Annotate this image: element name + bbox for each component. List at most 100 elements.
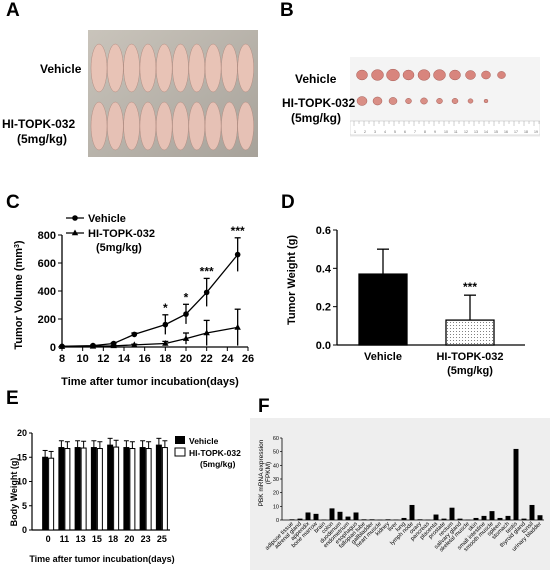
tumor-treated xyxy=(451,98,459,104)
e-y-tick-label: 15 xyxy=(17,452,27,462)
f-bar xyxy=(457,518,463,520)
tumor-photo-image: 1 2 3 4 5 6 7 8 9 10 11 12 13 14 15 16 17 18 19 xyxy=(349,57,541,137)
ruler-number: 5 xyxy=(394,130,396,134)
panel-label-e: E xyxy=(6,388,19,409)
ruler-number: 14 xyxy=(484,130,488,134)
mouse-treated xyxy=(204,101,222,151)
c-ylabel: Tumor Volume (mm3) xyxy=(13,240,25,350)
ruler-number: 8 xyxy=(424,130,426,134)
e-bar-vehicle xyxy=(42,456,49,531)
ruler-number: 7 xyxy=(414,130,416,134)
ruler-number: 19 xyxy=(534,130,538,134)
b-treated-label: HI-TOPK-032 xyxy=(282,96,356,110)
tumor-treated xyxy=(405,98,412,104)
c-y-tick-label: 600 xyxy=(38,258,56,270)
a-dose-label: (5mg/kg) xyxy=(17,132,68,146)
f-ylabel-line2: (FPKM) xyxy=(265,462,272,484)
tumor-vehicle xyxy=(465,70,476,80)
d-category-sublabel: (5mg/kg) xyxy=(447,365,493,377)
f-bar xyxy=(481,515,487,520)
tumor-photo: 1 2 3 4 5 6 7 8 9 10 11 12 13 14 15 16 17 18 19 xyxy=(349,57,541,137)
d-category-label: HI-TOPK-032 xyxy=(436,351,503,363)
b-vehicle-label: Vehicle xyxy=(295,72,337,86)
mouse-vehicle xyxy=(155,43,173,93)
c-significance: *** xyxy=(231,224,245,238)
c-point-vehicle xyxy=(183,311,189,317)
f-y-tick-label: 40 xyxy=(273,463,279,469)
tumor-vehicle xyxy=(449,69,461,81)
e-y-tick-label: 20 xyxy=(17,428,27,438)
f-background xyxy=(250,418,550,570)
f-bar xyxy=(289,519,295,520)
d-y-tick-label: 0.6 xyxy=(316,225,331,237)
tumor-treated xyxy=(420,97,428,105)
c-legend-dose: (5mg/kg) xyxy=(96,242,142,254)
d-category-label: Vehicle xyxy=(364,351,402,363)
e-x-tick-label: 11 xyxy=(60,534,70,544)
c-significance: * xyxy=(184,290,189,304)
f-x-tick-label: skin xyxy=(467,521,479,533)
tumor-treated xyxy=(388,97,398,105)
tumor-vehicle xyxy=(402,69,415,81)
c-legend-vehicle: Vehicle xyxy=(88,213,126,225)
d-significance: *** xyxy=(463,280,477,294)
e-bar-treated xyxy=(64,448,71,531)
e-x-tick-label: 20 xyxy=(124,534,134,544)
c-point-vehicle xyxy=(131,331,138,338)
f-bar xyxy=(441,518,447,520)
ruler-number: 13 xyxy=(474,130,478,134)
ruler-number: 15 xyxy=(494,130,498,134)
a-vehicle-label: Vehicle xyxy=(40,62,82,76)
e-x-tick-label: 0 xyxy=(46,534,51,544)
tumor-vehicle xyxy=(386,68,400,82)
f-x-tick-label: lung xyxy=(395,521,407,533)
e-bar-vehicle xyxy=(123,447,130,531)
c-point-treated xyxy=(131,341,138,348)
mouse-vehicle xyxy=(237,43,254,93)
c-x-tick-label: 12 xyxy=(97,353,109,365)
f-bar xyxy=(513,448,519,520)
c-series-line xyxy=(61,326,238,348)
c-point-vehicle xyxy=(162,321,169,328)
d-bar-vehicle xyxy=(358,273,408,346)
tumor-vehicle xyxy=(433,69,446,81)
a-treated-label: HI-TOPK-032 xyxy=(2,117,76,131)
f-bar xyxy=(417,519,423,520)
f-bar xyxy=(313,513,319,520)
c-xlabel: Time after tumor incubation(days) xyxy=(61,376,239,388)
f-bar xyxy=(401,517,407,520)
e-x-tick-label: 13 xyxy=(76,534,86,544)
e-legend-vehicle: Vehicle xyxy=(189,436,219,446)
e-bar-treated xyxy=(48,457,55,531)
d-y-tick-label: 0.2 xyxy=(316,302,331,314)
f-bar xyxy=(409,504,415,520)
f-bar xyxy=(361,519,367,520)
ruler-number: 2 xyxy=(364,130,366,134)
e-y-tick-label: 5 xyxy=(22,501,27,511)
c-point-treated xyxy=(110,342,117,349)
ruler-number: 9 xyxy=(434,130,436,134)
c-significance: * xyxy=(163,301,168,315)
ruler-number: 11 xyxy=(454,130,458,134)
d-ylabel: Tumor Weight (g) xyxy=(286,235,298,325)
f-bar xyxy=(521,518,527,520)
tumor-treated xyxy=(356,96,368,106)
f-y-tick-label: 60 xyxy=(273,436,279,442)
c-x-tick-label: 10 xyxy=(77,353,89,365)
e-y-tick-label: 0 xyxy=(22,525,27,535)
e-bar-treated xyxy=(113,446,120,531)
tumor-vehicle xyxy=(371,69,384,81)
e-bar-vehicle xyxy=(139,447,146,531)
ruler-number: 17 xyxy=(514,130,518,134)
c-x-tick-label: 16 xyxy=(139,353,151,365)
mouse-treated xyxy=(107,101,124,151)
f-ylabel-line1: PBK mRNA expression xyxy=(258,439,265,506)
c-point-treated xyxy=(89,342,97,349)
c-y-tick-label: 400 xyxy=(38,286,56,298)
c-x-tick-label: 26 xyxy=(242,353,254,365)
e-ylabel: Body Weight (g) xyxy=(9,458,19,527)
ruler-number: 1 xyxy=(354,130,356,134)
mouse-vehicle xyxy=(139,43,157,93)
f-bar xyxy=(449,507,455,520)
